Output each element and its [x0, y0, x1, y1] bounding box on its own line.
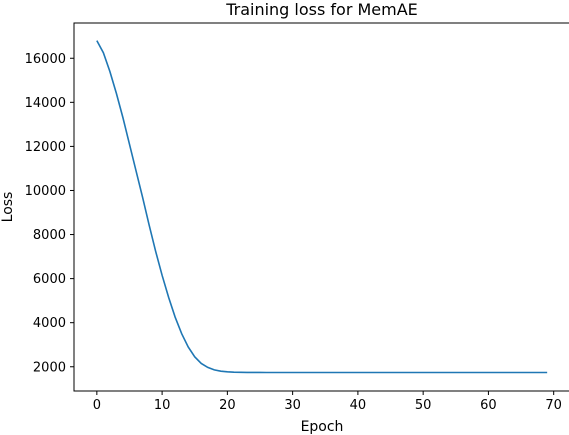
y-tick-label: 2000	[33, 360, 66, 375]
y-tick-label: 12000	[25, 140, 66, 155]
y-tick-label: 10000	[25, 184, 66, 199]
x-axis-label: Epoch	[301, 419, 344, 435]
y-tick-label: 16000	[25, 52, 66, 67]
plot-frame	[73, 22, 569, 392]
y-axis-label: Loss	[0, 192, 16, 223]
x-axis: 0 10 20 30 40 50 60 70	[93, 391, 562, 413]
x-tick-label: 10	[154, 398, 171, 413]
x-tick-label: 30	[284, 398, 301, 413]
y-tick-label: 4000	[33, 316, 66, 331]
x-tick-label: 50	[415, 398, 432, 413]
plot-area	[96, 40, 548, 374]
x-tick-label: 70	[545, 398, 562, 413]
y-tick-label: 6000	[33, 272, 66, 287]
chart-title: Training loss for MemAE	[225, 0, 418, 19]
x-tick-label: 20	[219, 398, 236, 413]
x-tick-label: 40	[350, 398, 367, 413]
y-tick-label: 8000	[33, 228, 66, 243]
y-tick-label: 14000	[25, 96, 66, 111]
series-line-0	[96, 40, 548, 374]
y-axis: 2000 4000 6000 8000 10000 12000 14000 16000	[25, 52, 74, 375]
x-tick-label: 0	[93, 398, 101, 413]
x-tick-label: 60	[480, 398, 497, 413]
